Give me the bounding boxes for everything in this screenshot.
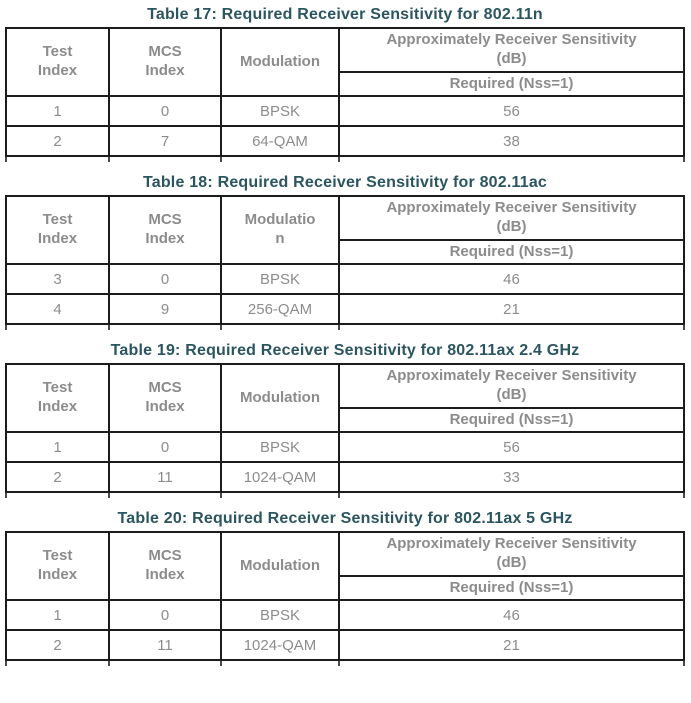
cell-test-index: 1 <box>5 599 110 631</box>
table-17-title: Table 17: Required Receiver Sensitivity … <box>147 6 543 23</box>
cell-required-sensitivity: 56 <box>338 431 685 463</box>
col-header-modulation: Modulation <box>220 531 340 601</box>
table-row: 3 0 BPSK 46 <box>5 263 685 295</box>
cell-required-sensitivity: 33 <box>338 461 685 493</box>
table-row: 1 0 BPSK 56 <box>5 431 685 463</box>
table-continuation-stub <box>5 325 685 330</box>
table-row: 4 9 256-QAM 21 <box>5 293 685 325</box>
table-row: 2 11 1024-QAM 21 <box>5 629 685 661</box>
col-header-mcs-index: MCS Index <box>108 363 222 433</box>
cell-required-sensitivity: 46 <box>338 263 685 295</box>
col-header-test-index: Test Index <box>5 27 110 97</box>
cell-modulation: 1024-QAM <box>220 629 340 661</box>
cell-modulation: 256-QAM <box>220 293 340 325</box>
col-header-sensitivity: Approximately Receiver Sensitivity (dB) <box>338 363 685 409</box>
col-header-mcs-index: MCS Index <box>108 195 222 265</box>
col-header-sensitivity: Approximately Receiver Sensitivity (dB) <box>338 195 685 241</box>
col-header-sensitivity: Approximately Receiver Sensitivity (dB) <box>338 27 685 73</box>
cell-required-sensitivity: 21 <box>338 293 685 325</box>
table-row: 2 11 1024-QAM 33 <box>5 461 685 493</box>
cell-test-index: 1 <box>5 95 110 127</box>
table-20-title: Table 20: Required Receiver Sensitivity … <box>117 510 573 527</box>
table-continuation-stub <box>5 661 685 666</box>
col-header-test-index: Test Index <box>5 195 110 265</box>
col-header-modulation: Modulation <box>220 363 340 433</box>
cell-mcs-index: 11 <box>108 629 222 661</box>
col-header-modulation: Modulation <box>220 27 340 97</box>
cell-required-sensitivity: 38 <box>338 125 685 157</box>
sensitivity-table-802-11ac: Test Index MCS Index Modulatio n Approxi… <box>5 195 685 325</box>
col-header-required-nss1: Required (Nss=1) <box>338 407 685 433</box>
cell-test-index: 2 <box>5 629 110 661</box>
cell-required-sensitivity: 46 <box>338 599 685 631</box>
cell-test-index: 1 <box>5 431 110 463</box>
cell-mcs-index: 7 <box>108 125 222 157</box>
cell-mcs-index: 11 <box>108 461 222 493</box>
cell-required-sensitivity: 56 <box>338 95 685 127</box>
sensitivity-table-802-11n: Test Index MCS Index Modulation Approxim… <box>5 27 685 157</box>
cell-test-index: 3 <box>5 263 110 295</box>
cell-test-index: 2 <box>5 461 110 493</box>
cell-modulation: BPSK <box>220 431 340 463</box>
section-table-20: Table 20: Required Receiver Sensitivity … <box>5 510 686 666</box>
cell-test-index: 4 <box>5 293 110 325</box>
cell-modulation: 64-QAM <box>220 125 340 157</box>
section-table-17: Table 17: Required Receiver Sensitivity … <box>5 6 686 162</box>
cell-mcs-index: 0 <box>108 263 222 295</box>
col-header-mcs-index: MCS Index <box>108 531 222 601</box>
cell-mcs-index: 0 <box>108 95 222 127</box>
cell-mcs-index: 9 <box>108 293 222 325</box>
cell-modulation: 1024-QAM <box>220 461 340 493</box>
col-header-mcs-index: MCS Index <box>108 27 222 97</box>
cell-required-sensitivity: 21 <box>338 629 685 661</box>
sensitivity-table-802-11ax-5ghz: Test Index MCS Index Modulation Approxim… <box>5 531 685 661</box>
cell-test-index: 2 <box>5 125 110 157</box>
table-19-title: Table 19: Required Receiver Sensitivity … <box>110 342 580 359</box>
col-header-sensitivity: Approximately Receiver Sensitivity (dB) <box>338 531 685 577</box>
col-header-required-nss1: Required (Nss=1) <box>338 239 685 265</box>
col-header-required-nss1: Required (Nss=1) <box>338 71 685 97</box>
table-row: 1 0 BPSK 56 <box>5 95 685 127</box>
cell-modulation: BPSK <box>220 263 340 295</box>
cell-modulation: BPSK <box>220 95 340 127</box>
cell-mcs-index: 0 <box>108 431 222 463</box>
section-table-19: Table 19: Required Receiver Sensitivity … <box>5 342 686 498</box>
table-18-title: Table 18: Required Receiver Sensitivity … <box>142 174 548 191</box>
table-row: 1 0 BPSK 46 <box>5 599 685 631</box>
table-continuation-stub <box>5 493 685 498</box>
col-header-test-index: Test Index <box>5 531 110 601</box>
section-table-18: Table 18: Required Receiver Sensitivity … <box>5 174 686 330</box>
table-continuation-stub <box>5 157 685 162</box>
col-header-test-index: Test Index <box>5 363 110 433</box>
col-header-required-nss1: Required (Nss=1) <box>338 575 685 601</box>
cell-mcs-index: 0 <box>108 599 222 631</box>
sensitivity-table-802-11ax-2-4ghz: Test Index MCS Index Modulation Approxim… <box>5 363 685 493</box>
col-header-modulation: Modulatio n <box>220 195 340 265</box>
cell-modulation: BPSK <box>220 599 340 631</box>
table-row: 2 7 64-QAM 38 <box>5 125 685 157</box>
